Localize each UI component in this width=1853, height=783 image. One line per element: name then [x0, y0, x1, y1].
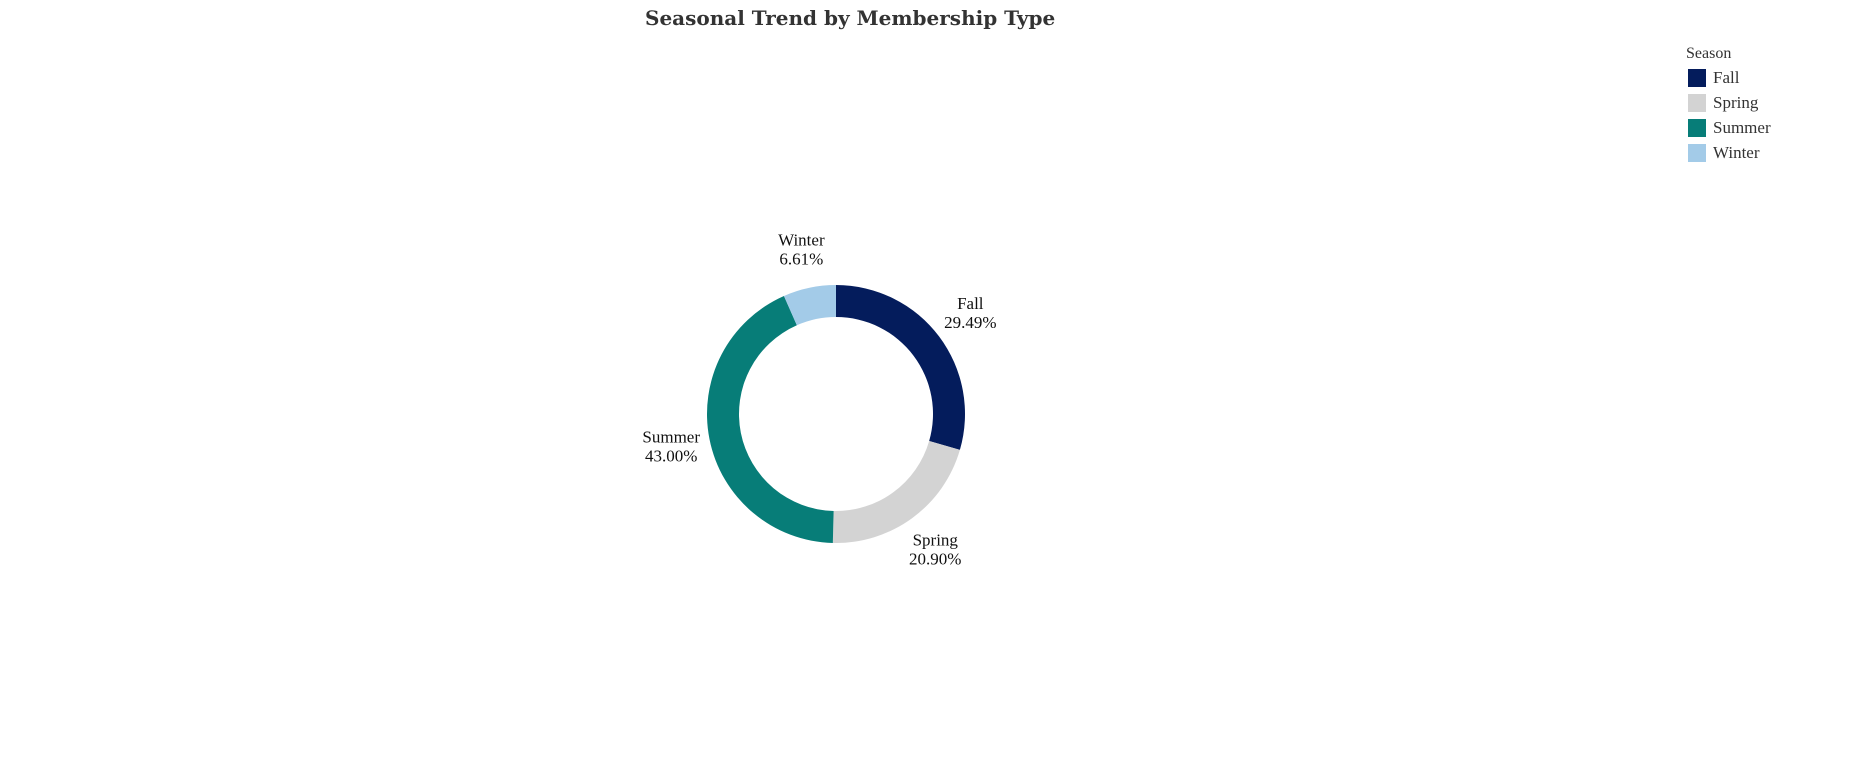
slice-label-percent: 6.61%: [779, 250, 823, 269]
slice-label-name: Summer: [642, 428, 700, 447]
legend-swatch: [1688, 93, 1706, 112]
legend-title: Season: [1686, 45, 1732, 62]
legend-swatch: [1688, 68, 1706, 87]
slice-label-fall: Fall 29.49%: [944, 294, 996, 332]
slice-label-percent: 43.00%: [645, 447, 697, 466]
legend-label: Spring: [1713, 92, 1759, 112]
donut-slice-spring[interactable]: [832, 441, 960, 543]
legend-item-fall[interactable]: Fall: [1686, 65, 1771, 90]
slice-label-percent: 20.90%: [909, 550, 961, 569]
legend-label: Fall: [1713, 67, 1740, 87]
chart-title: Seasonal Trend by Membership Type: [645, 6, 1056, 30]
slice-label-summer: Summer 43.00%: [642, 428, 700, 466]
legend-swatch: [1688, 143, 1706, 162]
legend-item-winter[interactable]: Winter: [1686, 140, 1771, 165]
slice-label-name: Fall: [957, 294, 984, 313]
slice-label-winter: Winter 6.61%: [778, 231, 825, 269]
slice-label-name: Spring: [913, 531, 959, 550]
donut-slice-summer[interactable]: [707, 295, 834, 543]
legend-item-spring[interactable]: Spring: [1686, 90, 1771, 115]
donut-slice-fall[interactable]: [836, 285, 965, 450]
donut-slice-winter[interactable]: [783, 285, 836, 326]
slice-labels: Fall 29.49% Spring 20.90% Summer 43.00% Winter…: [642, 231, 996, 569]
legend: Season Fall Spring Summer Winter: [1686, 45, 1771, 165]
legend-items: Fall Spring Summer Winter: [1686, 65, 1771, 165]
donut-slices: [707, 285, 965, 543]
slice-label-percent: 29.49%: [944, 313, 996, 332]
legend-label: Winter: [1713, 142, 1760, 162]
legend-label: Summer: [1713, 117, 1771, 137]
legend-swatch: [1688, 118, 1706, 137]
slice-label-spring: Spring 20.90%: [909, 531, 961, 569]
slice-label-name: Winter: [778, 231, 825, 250]
legend-item-summer[interactable]: Summer: [1686, 115, 1771, 140]
